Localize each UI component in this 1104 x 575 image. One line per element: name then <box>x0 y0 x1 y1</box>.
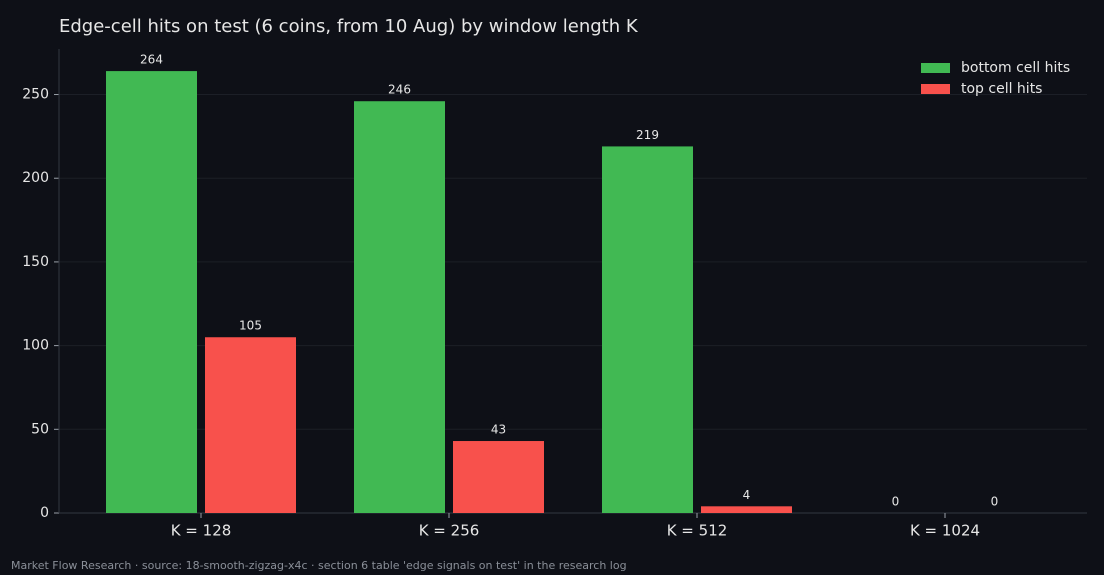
x-tick-label: K = 512 <box>667 522 728 540</box>
x-tick-label: K = 1024 <box>910 522 980 540</box>
legend-swatch <box>921 63 950 73</box>
chart-title: Edge-cell hits on test (6 coins, from 10… <box>59 16 639 37</box>
value-label: 246 <box>388 83 411 97</box>
value-label: 105 <box>239 319 262 333</box>
value-label: 43 <box>491 423 506 437</box>
value-label: 219 <box>636 128 659 142</box>
y-tick-label: 200 <box>22 170 49 186</box>
footer: Market Flow Research · source: 18-smooth… <box>11 559 627 572</box>
legend-label: top cell hits <box>961 81 1042 97</box>
y-tick-label: 250 <box>22 87 49 103</box>
value-label: 0 <box>892 495 900 509</box>
bar <box>106 71 197 513</box>
y-tick-label: 100 <box>22 338 49 354</box>
x-tick-label: K = 256 <box>419 522 480 540</box>
bar <box>602 146 693 513</box>
value-label: 4 <box>743 488 751 502</box>
bar <box>205 337 296 513</box>
value-label: 0 <box>991 495 999 509</box>
value-label: 264 <box>140 53 163 67</box>
bar <box>453 441 544 513</box>
y-tick-label: 0 <box>40 505 49 521</box>
x-tick-label: K = 128 <box>171 522 232 540</box>
y-tick-label: 50 <box>31 421 49 437</box>
legend-label: bottom cell hits <box>961 60 1070 76</box>
bar <box>354 101 445 514</box>
bar <box>701 506 792 513</box>
y-tick-label: 150 <box>22 254 49 270</box>
legend-swatch <box>921 84 950 94</box>
